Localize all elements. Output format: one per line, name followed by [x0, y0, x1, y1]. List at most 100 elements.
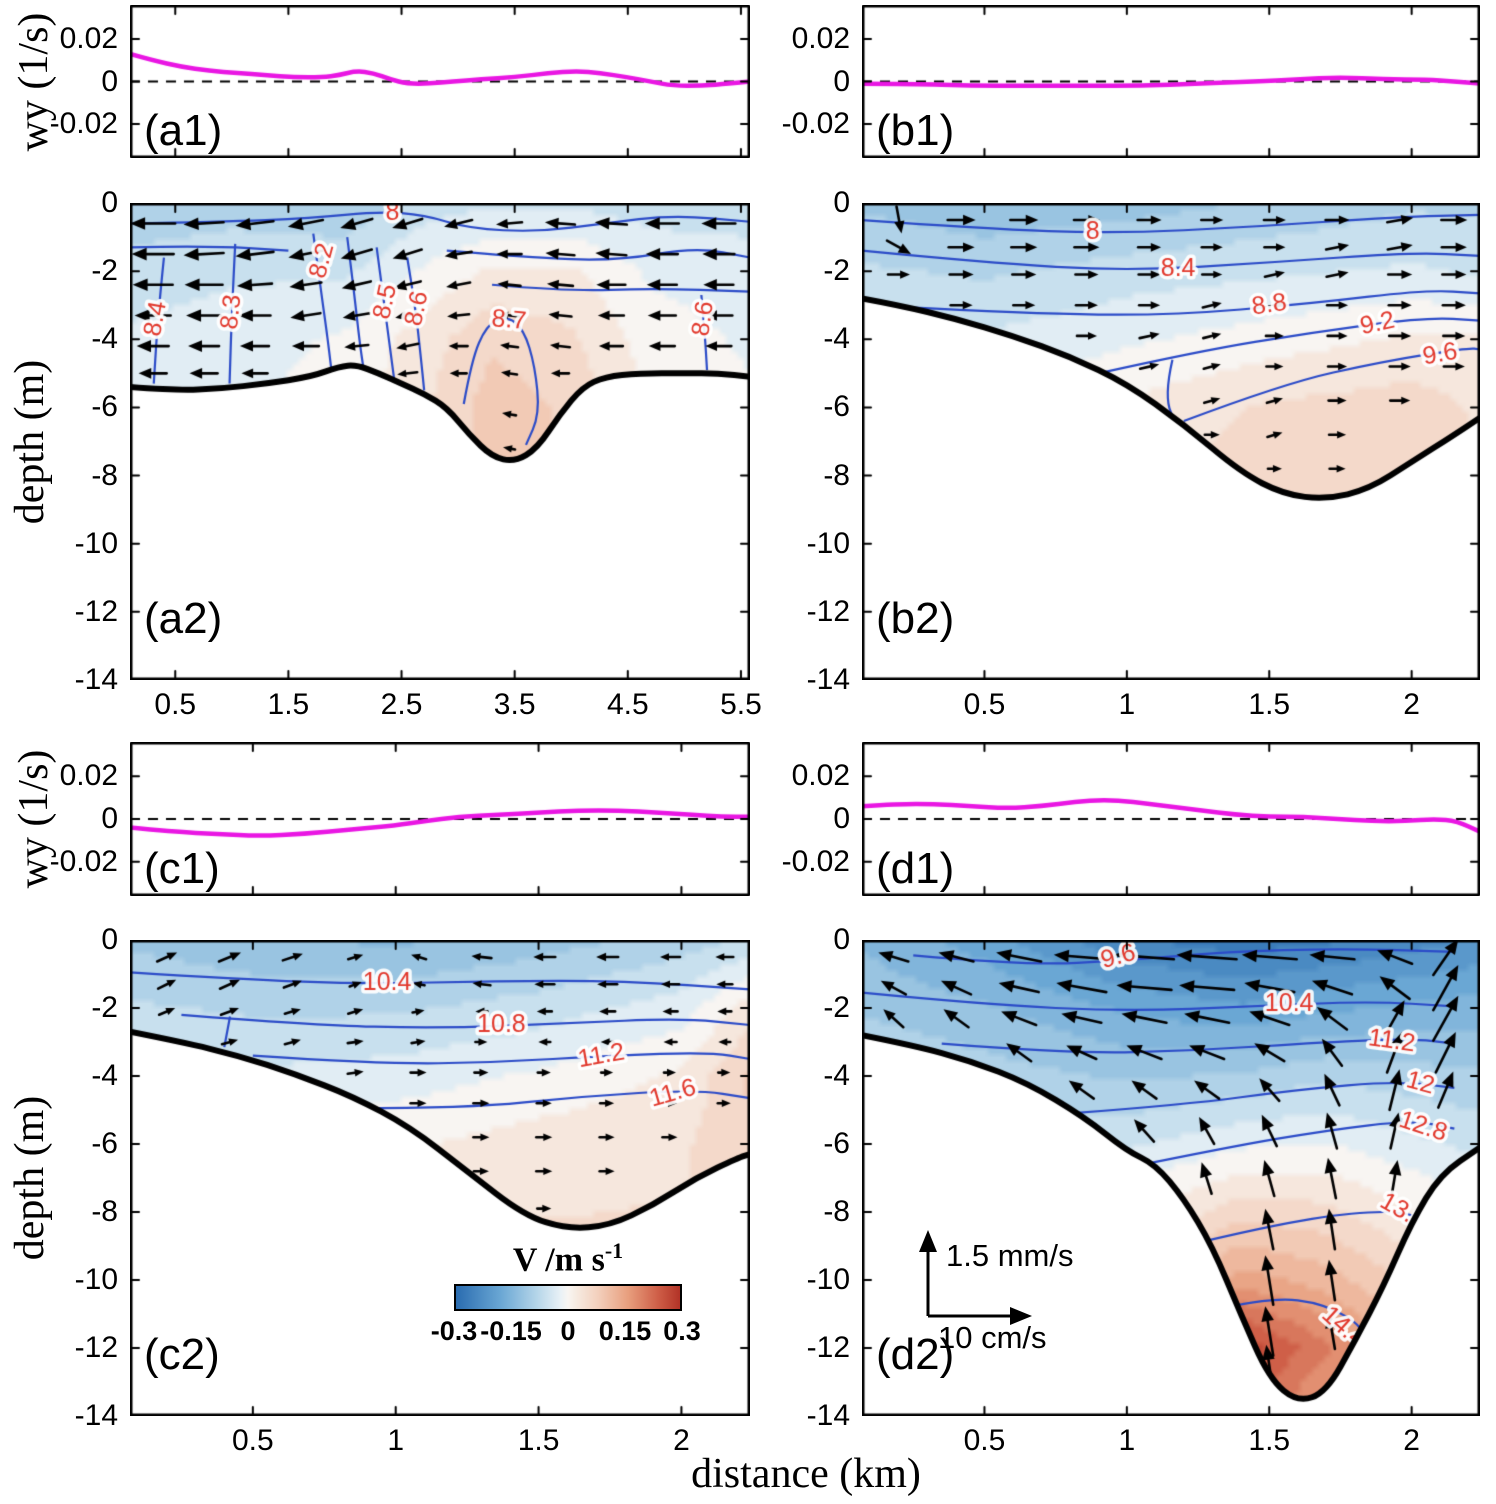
tick-label: -14	[74, 663, 118, 696]
colorbar-tick-label: 0.15	[598, 1316, 652, 1346]
tick-label: -10	[806, 526, 850, 560]
colorbar-tick-label: 0	[560, 1316, 576, 1346]
tick-label: -4	[823, 1059, 850, 1092]
tick-label: -0.02	[49, 844, 118, 878]
panel-c2-canvas	[130, 940, 750, 1416]
tick-label: -14	[806, 1399, 850, 1432]
tick-label: 1.5	[1248, 688, 1291, 721]
tick-label: -0.02	[49, 107, 118, 140]
colorbar-title-exponent: -1	[604, 1238, 624, 1263]
panel-d2: (d2)	[862, 940, 1480, 1416]
tick-label: 0.5	[231, 1424, 274, 1457]
tick-label: 0.5	[963, 1424, 1006, 1457]
tick-label: -10	[74, 526, 118, 560]
tick-label: 0.02	[791, 759, 850, 793]
tick-label: -2	[91, 254, 118, 288]
tick-label: -10	[806, 1263, 850, 1296]
panel-a1: (a1)	[130, 5, 750, 158]
depth-axis-title-upper: depth (m)	[7, 359, 53, 525]
vertical-scale-label: 1.5 mm/s	[946, 1238, 1074, 1273]
tick-label: 1.5	[1248, 1424, 1291, 1457]
panel-b2: (b2)	[862, 203, 1480, 680]
panel-a1-canvas	[130, 5, 750, 158]
tick-label: 1	[1118, 688, 1136, 721]
tick-label: 3.5	[493, 688, 536, 721]
panel-d1: (d1)	[862, 742, 1480, 896]
depth-axis-title-lower: depth (m)	[7, 1095, 53, 1261]
x-axis-title: distance (km)	[691, 1451, 921, 1497]
colorbar-tick-label: -0.3	[430, 1316, 478, 1346]
tick-label: 0.02	[59, 759, 118, 793]
tick-label: -12	[806, 594, 850, 628]
tick-label: -6	[823, 1127, 850, 1160]
panel-d2-label: (d2)	[876, 1330, 955, 1379]
panel-d2-canvas	[862, 940, 1480, 1416]
tick-label: 0	[101, 186, 118, 219]
tick-label: -2	[91, 991, 118, 1024]
tick-label: -12	[74, 594, 118, 628]
tick-label: -0.02	[781, 107, 850, 140]
tick-label: -2	[823, 254, 850, 288]
panel-c2-label: (c2)	[144, 1330, 220, 1379]
vector-scale-arrows	[919, 1230, 1032, 1325]
tick-label: -14	[74, 1399, 118, 1432]
panel-c1: (c1)	[130, 742, 750, 896]
tick-label: -14	[806, 663, 850, 696]
panel-b2-label: (b2)	[876, 594, 955, 643]
colorbar-title: V /m s-1	[513, 1238, 623, 1279]
tick-label: 5.5	[720, 688, 762, 721]
panel-b1: (b1)	[862, 5, 1480, 158]
tick-label: 0.02	[59, 22, 118, 55]
tick-label: 0.5	[154, 688, 197, 721]
tick-label: 0	[101, 802, 118, 835]
tick-label: -10	[74, 1263, 118, 1296]
tick-label: 2.5	[380, 688, 423, 721]
panel-d1-label: (d1)	[876, 844, 955, 893]
panel-b1-label: (b1)	[876, 106, 955, 155]
tick-label: 0	[833, 64, 850, 98]
tick-label: -8	[91, 1195, 118, 1228]
tick-label: -0.02	[781, 844, 850, 878]
tick-label: -6	[823, 390, 850, 424]
colorbar-tick-label: -0.15	[480, 1316, 542, 1346]
colorbar-title-text: V /m s	[512, 1241, 605, 1279]
tick-label: 1	[1118, 1424, 1136, 1457]
tick-label: 0	[833, 802, 850, 835]
tick-label: -4	[91, 1059, 118, 1092]
tick-label: -6	[91, 1127, 118, 1160]
horizontal-scale-label: 10 cm/s	[938, 1320, 1047, 1355]
panel-a2-canvas	[130, 203, 750, 680]
tick-label: 0	[833, 923, 850, 956]
tick-label: 0	[101, 923, 118, 956]
panel-b1-canvas	[862, 5, 1480, 158]
tick-label: -8	[91, 458, 118, 492]
tick-label: 4.5	[606, 688, 649, 721]
tick-label: 1.5	[517, 1424, 560, 1457]
tick-label: 2	[673, 1424, 690, 1457]
panel-c1-label: (c1)	[144, 844, 220, 893]
panel-b2-canvas	[862, 203, 1480, 680]
tick-label: -4	[823, 322, 850, 356]
tick-label: -8	[823, 1195, 850, 1228]
tick-label: 0	[101, 64, 118, 98]
tick-label: 2	[1403, 688, 1420, 721]
panel-c2: (c2)	[130, 940, 750, 1416]
tick-label: 1	[387, 1424, 405, 1457]
tick-label: -8	[823, 458, 850, 492]
horizontal-arrowhead-icon	[1010, 1307, 1032, 1325]
tick-label: 0	[833, 186, 850, 219]
colorbar: V /m s-1 -0.3 -0.15 0 0.15 0.3	[431, 1238, 701, 1358]
colorbar-gradient	[454, 1284, 682, 1311]
panel-a2-label: (a2)	[144, 594, 223, 643]
panel-c1-canvas	[130, 742, 750, 896]
tick-label: 0.02	[791, 22, 850, 55]
panel-a1-label: (a1)	[144, 106, 223, 155]
colorbar-tick-label: 0.3	[663, 1316, 701, 1346]
tick-label: -6	[91, 390, 118, 424]
tick-label: -12	[806, 1331, 850, 1364]
vertical-arrowhead-icon	[919, 1230, 937, 1252]
tick-label: -12	[74, 1331, 118, 1364]
tick-label: -4	[91, 322, 118, 356]
panel-a2: (a2)	[130, 203, 750, 680]
